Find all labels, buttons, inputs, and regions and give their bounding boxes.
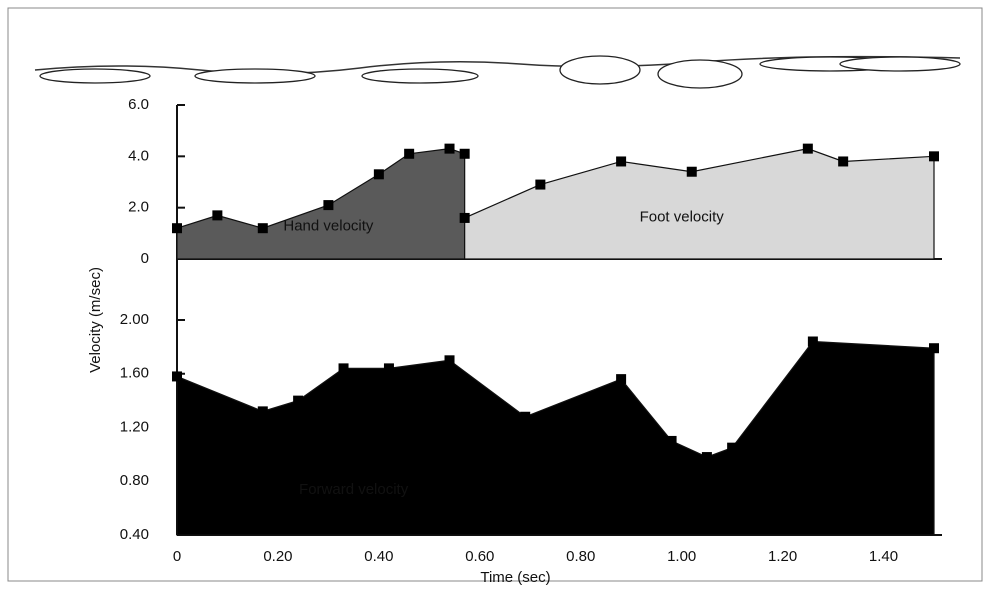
point-marker [838,156,848,166]
point-marker [172,223,182,233]
y-tick-label: 0 [141,250,149,267]
point-marker [687,167,697,177]
series-label: Forward velocity [299,481,409,498]
point-marker [616,374,626,384]
y-tick-label: 6.0 [128,96,149,113]
point-marker [258,223,268,233]
point-marker [212,210,222,220]
point-marker [404,149,414,159]
point-marker [727,443,737,453]
y-tick-label: 0.80 [120,472,149,489]
x-tick-label: 0 [173,548,181,565]
area [177,342,934,536]
y-axis-label: Velocity (m/sec) [87,267,104,373]
point-marker [803,144,813,154]
area [177,149,465,259]
y-tick-label: 1.60 [120,365,149,382]
y-tick-label: 0.40 [120,526,149,543]
x-tick-label: 0.60 [465,548,494,565]
point-marker [616,156,626,166]
point-marker [323,200,333,210]
point-marker [667,436,677,446]
point-marker [293,396,303,406]
x-tick-label: 1.00 [667,548,696,565]
point-marker [258,406,268,416]
x-tick-label: 0.40 [364,548,393,565]
point-marker [460,213,470,223]
point-marker [445,144,455,154]
x-axis-label: Time (sec) [480,569,550,586]
point-marker [520,412,530,422]
y-tick-label: 1.20 [120,418,149,435]
series-label: Hand velocity [283,218,374,235]
point-marker [172,371,182,381]
x-tick-label: 0.20 [263,548,292,565]
y-tick-label: 2.00 [120,311,149,328]
point-marker [929,151,939,161]
x-tick-label: 1.40 [869,548,898,565]
point-marker [702,452,712,462]
x-tick-label: 0.80 [566,548,595,565]
point-marker [929,343,939,353]
x-tick-label: 1.20 [768,548,797,565]
point-marker [339,363,349,373]
series-label: Foot velocity [640,208,725,225]
y-tick-label: 2.0 [128,199,149,216]
swimmer-sketches [40,56,960,88]
area [465,149,934,259]
chart: 0 2.0 4.0 6.0 Velocity (m/sec) Hand velocity F… [0,0,990,589]
point-marker [808,337,818,347]
point-marker [460,149,470,159]
y-tick-label: 4.0 [128,147,149,164]
point-marker [535,180,545,190]
point-marker [445,355,455,365]
point-marker [374,169,384,179]
point-marker [384,363,394,373]
